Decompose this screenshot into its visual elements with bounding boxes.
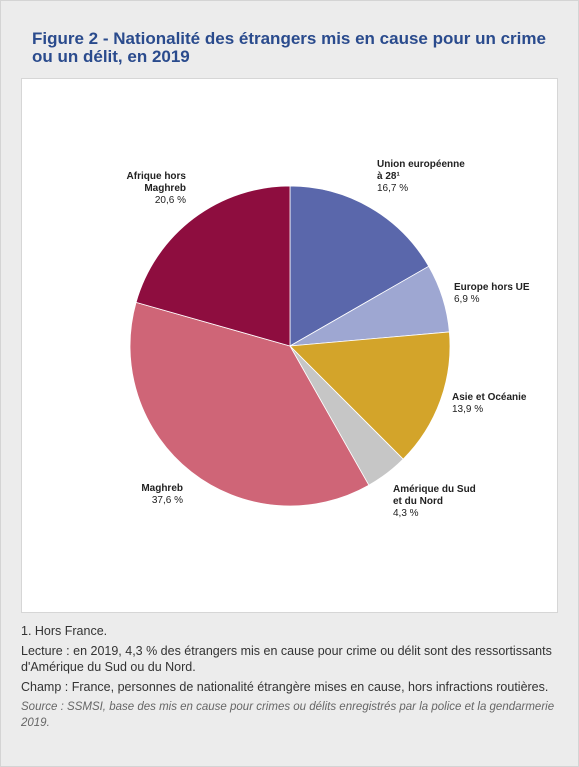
- slice-label: Europe hors UE 6,9 %: [454, 282, 530, 305]
- pie-slice: [289, 331, 451, 460]
- slice-value: 37,6 %: [152, 495, 183, 506]
- slice-value: 13,9 %: [452, 404, 483, 415]
- slice-name: à 28¹: [377, 171, 400, 182]
- notes-block: 1. Hors France. Lecture : en 2019, 4,3 %…: [21, 623, 561, 735]
- slice-name: et du Nord: [393, 496, 443, 507]
- slice-label: Amérique du Sud et du Nord 4,3 %: [393, 484, 476, 519]
- slice-label: Asie et Océanie 13,9 %: [452, 392, 527, 415]
- source-note: Source : SSMSI, base des mis en cause po…: [21, 701, 555, 729]
- slice-name: Maghreb: [144, 183, 186, 194]
- slice-name: Amérique du Sud: [393, 484, 476, 495]
- slice-value: 4,3 %: [393, 508, 419, 519]
- slice-value: 6,9 %: [454, 294, 480, 305]
- pie-slice: [135, 185, 291, 347]
- lecture-note: Lecture : en 2019, 4,3 % des étrangers m…: [21, 644, 552, 674]
- slice-label: Union européenne à 28¹ 16,7 %: [377, 159, 465, 194]
- slice-name: Union européenne: [377, 159, 465, 170]
- pie-chart: Union européenne à 28¹ 16,7 % Europe hors U…: [127, 159, 530, 519]
- slice-name: Maghreb: [141, 483, 183, 494]
- slice-name: Asie et Océanie: [452, 392, 527, 403]
- slice-label: Afrique hors Maghreb 20,6 %: [127, 171, 187, 206]
- slice-value: 16,7 %: [377, 183, 408, 194]
- champ-note: Champ : France, personnes de nationalité…: [21, 680, 549, 694]
- pie-slice: [289, 185, 430, 347]
- chart-panel: Union européenne à 28¹ 16,7 % Europe hors U…: [21, 78, 558, 613]
- footnote: 1. Hors France.: [21, 624, 108, 638]
- slice-label: Maghreb 37,6 %: [141, 483, 183, 506]
- figure-title: Figure 2 - Nationalité des étrangers mis…: [32, 29, 546, 66]
- slice-name: Europe hors UE: [454, 282, 530, 293]
- slice-name: Afrique hors: [127, 171, 187, 182]
- slice-value: 20,6 %: [155, 195, 186, 206]
- pie-slice: [129, 301, 370, 507]
